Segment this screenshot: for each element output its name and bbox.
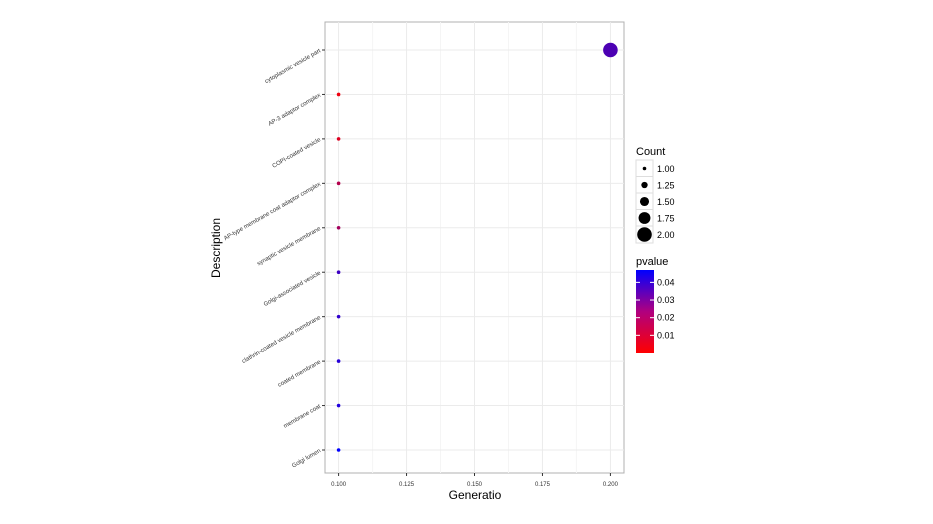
y-tick-label: membrane coat xyxy=(283,404,322,430)
y-tick-label: Golgi-associated vesicle xyxy=(263,270,323,308)
size-legend-label: 2.00 xyxy=(657,230,675,240)
x-tick-label: 0.200 xyxy=(603,482,619,488)
y-tick-label: synaptic vesicle membrane xyxy=(256,226,322,268)
x-axis-label: Generatio xyxy=(449,488,502,502)
y-tick-label: coated membrane xyxy=(277,359,322,389)
size-legend-dot xyxy=(641,181,648,189)
size-legend-label: 1.75 xyxy=(657,214,675,224)
y-tick-label: AP-3 adaptor complex xyxy=(268,93,322,128)
size-legend-label: 1.50 xyxy=(657,197,675,207)
data-point xyxy=(336,270,341,275)
y-tick-label: Golgi lumen xyxy=(291,448,322,469)
x-tick-label: 0.125 xyxy=(399,482,415,488)
color-legend-label: 0.04 xyxy=(657,277,675,287)
y-axis-label: Description xyxy=(209,218,223,278)
color-legend-label: 0.02 xyxy=(657,313,675,323)
size-legend-dot xyxy=(642,166,647,171)
data-point xyxy=(336,92,341,97)
size-legend-dot xyxy=(637,227,652,242)
color-bar xyxy=(636,270,654,353)
color-legend-label: 0.01 xyxy=(657,330,675,340)
data-point xyxy=(336,448,341,452)
size-legend-label: 1.00 xyxy=(657,164,675,174)
color-legend-title: pvalue xyxy=(636,256,668,268)
data-point xyxy=(336,403,341,408)
y-tick-label: cytoplasmic vesicle part xyxy=(264,48,322,85)
y-tick-label: COPI-coated vesicle xyxy=(272,137,323,170)
size-legend-title: Count xyxy=(636,146,665,158)
data-point xyxy=(336,181,341,186)
size-legend-label: 1.25 xyxy=(657,181,675,191)
x-tick-label: 0.100 xyxy=(331,482,347,488)
data-point xyxy=(336,137,341,141)
data-point xyxy=(336,225,341,230)
y-tick-label: clathrin-coated vesicle membrane xyxy=(241,315,322,365)
x-tick-label: 0.150 xyxy=(467,482,483,488)
x-tick-label: 0.175 xyxy=(535,482,551,488)
size-legend-dot xyxy=(638,212,651,224)
data-point xyxy=(336,359,341,363)
color-legend-label: 0.03 xyxy=(657,295,675,305)
size-legend-dot xyxy=(639,196,650,207)
data-point xyxy=(603,42,618,58)
data-point xyxy=(336,314,341,319)
